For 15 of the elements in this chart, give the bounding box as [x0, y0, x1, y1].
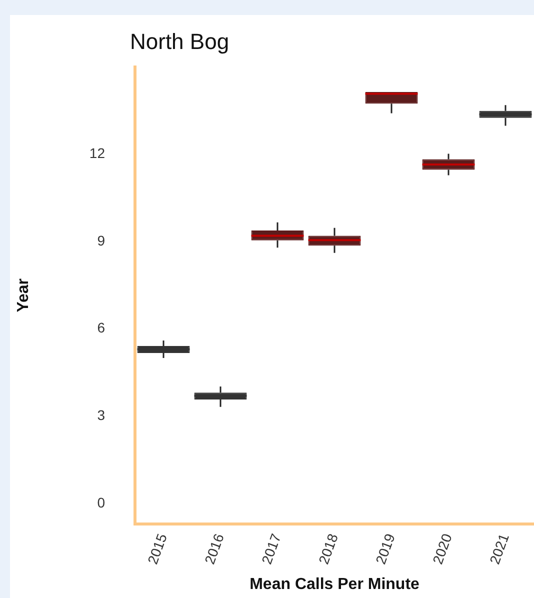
y-tick-label: 9 — [97, 232, 106, 248]
x-axis-title: Mean Calls Per Minute — [250, 576, 420, 593]
x-tick-label: 2015 — [144, 531, 170, 566]
x-tick-label: 2016 — [201, 531, 228, 566]
x-tick-label: 2021 — [486, 531, 512, 566]
y-tick-label: 12 — [89, 145, 106, 162]
x-tick-label: 2019 — [372, 531, 398, 566]
y-tick-label: 6 — [97, 320, 106, 336]
y-tick-label: 0 — [97, 494, 106, 510]
x-tick-label: 2017 — [258, 531, 284, 566]
y-tick-label: 3 — [97, 406, 106, 423]
x-tick-label: 2018 — [315, 531, 342, 566]
y-axis-title: Year — [15, 278, 32, 312]
chart-title: North Bog — [130, 29, 230, 54]
x-tick-label: 2020 — [429, 531, 456, 566]
